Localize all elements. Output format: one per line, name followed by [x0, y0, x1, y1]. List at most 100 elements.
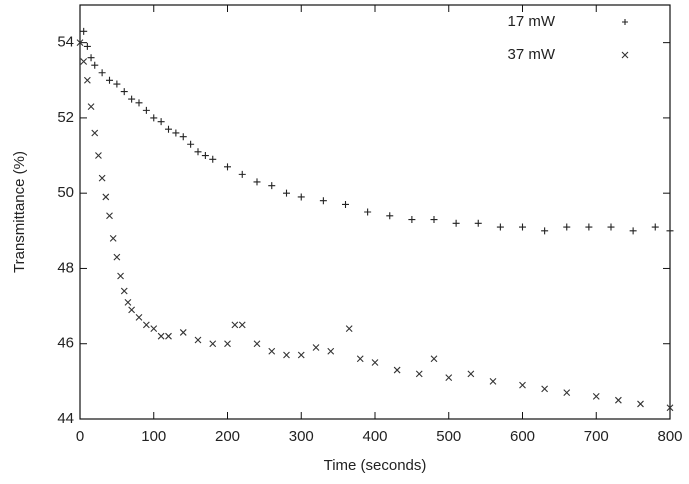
data-point	[386, 212, 394, 220]
data-point	[312, 344, 320, 351]
data-point	[135, 313, 143, 321]
legend-marker	[622, 19, 628, 25]
data-point	[345, 325, 353, 333]
data-point	[364, 208, 372, 216]
data-point	[268, 347, 276, 355]
data-point	[563, 389, 571, 397]
data-point	[83, 76, 91, 84]
data-point	[519, 223, 526, 231]
data-point	[179, 329, 187, 336]
data-point	[430, 355, 438, 363]
data-point	[224, 340, 231, 348]
data-point	[283, 351, 290, 359]
data-point	[142, 321, 150, 329]
data-point	[430, 216, 438, 224]
data-point	[224, 163, 231, 171]
y-tick-label: 48	[57, 259, 74, 276]
data-point	[452, 219, 460, 227]
data-point	[342, 200, 349, 208]
x-tick-label: 400	[362, 428, 387, 445]
data-point	[120, 88, 128, 96]
data-point	[563, 223, 571, 231]
x-tick-label: 0	[76, 428, 84, 445]
data-point	[172, 129, 180, 137]
data-point	[109, 234, 117, 242]
data-point	[592, 393, 600, 400]
data-point	[128, 95, 136, 103]
data-point	[614, 396, 622, 404]
data-point	[541, 385, 549, 393]
data-point	[150, 114, 158, 122]
data-point	[91, 129, 99, 137]
data-point	[496, 223, 504, 231]
data-point	[95, 152, 102, 159]
x-tick-label: 800	[657, 428, 682, 445]
data-point	[201, 152, 209, 160]
data-point	[467, 370, 475, 378]
data-point	[98, 69, 106, 77]
data-point	[489, 377, 497, 385]
data-point	[253, 178, 261, 186]
y-tick-label: 50	[57, 184, 74, 201]
data-point	[253, 340, 261, 348]
data-point	[124, 298, 132, 306]
data-point	[666, 404, 674, 412]
data-point	[142, 106, 150, 114]
data-point	[87, 103, 95, 111]
legend-label: 37 mW	[507, 46, 555, 63]
data-point	[327, 347, 335, 355]
data-point	[607, 223, 615, 231]
data-point	[80, 58, 88, 65]
data-point	[231, 321, 239, 329]
data-point	[629, 227, 637, 235]
data-point	[297, 351, 305, 359]
y-tick-label: 46	[57, 335, 74, 352]
data-point	[102, 193, 110, 201]
data-point	[415, 370, 423, 378]
data-point	[113, 80, 121, 88]
x-tick-label: 200	[215, 428, 240, 445]
y-tick-label: 44	[57, 410, 74, 427]
data-point	[106, 212, 113, 220]
data-point	[98, 174, 106, 182]
data-point	[87, 54, 95, 62]
data-point	[445, 374, 453, 381]
data-point	[408, 216, 416, 224]
data-point	[283, 189, 290, 197]
data-point	[393, 366, 401, 374]
y-axis-label: Transmittance (%)	[11, 151, 28, 273]
plot-frame	[79, 4, 671, 420]
data-point	[128, 306, 136, 314]
data-point	[80, 27, 88, 35]
data-point	[187, 140, 195, 148]
data-point	[585, 223, 593, 231]
data-point	[238, 321, 246, 329]
x-tick-label: 500	[436, 428, 461, 445]
data-point	[194, 336, 202, 344]
data-point	[165, 125, 172, 133]
data-point	[637, 400, 644, 408]
data-point	[541, 227, 549, 235]
data-point	[76, 39, 84, 47]
x-axis-label: Time (seconds)	[324, 457, 427, 474]
data-point	[519, 381, 526, 389]
data-point	[91, 61, 99, 69]
data-point	[297, 193, 305, 201]
data-point	[319, 197, 327, 205]
legend-label: 17 mW	[507, 13, 555, 30]
data-point	[150, 325, 158, 333]
data-point	[371, 359, 379, 366]
x-tick-label: 700	[584, 428, 609, 445]
data-point	[356, 355, 364, 363]
data-point	[194, 148, 202, 156]
data-point	[106, 76, 113, 84]
data-point	[666, 227, 674, 235]
x-tick-label: 600	[510, 428, 535, 445]
data-point	[83, 42, 91, 50]
legend-marker	[621, 51, 629, 59]
plot-layer: 0 100 200 300 400 500 600 700 800 44 46 48 50 52 54 17 …	[57, 5, 683, 445]
data-point	[238, 170, 246, 178]
data-point	[268, 182, 276, 190]
data-point	[135, 99, 143, 107]
data-point	[117, 272, 124, 280]
